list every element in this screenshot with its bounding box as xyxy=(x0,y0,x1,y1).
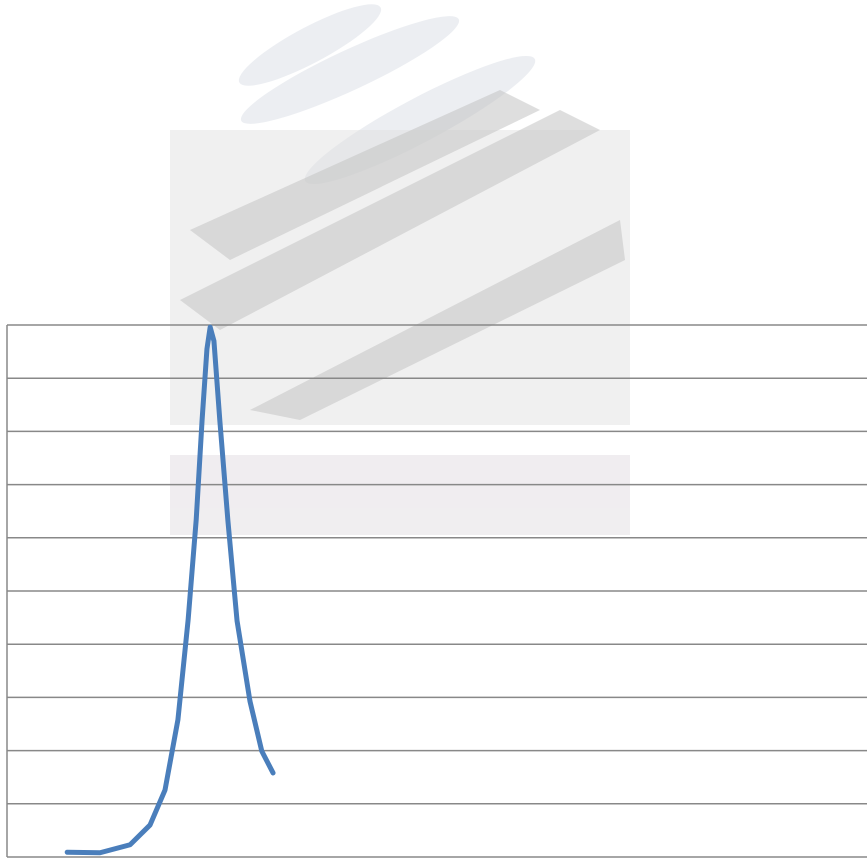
data-line xyxy=(64,324,276,856)
watermark xyxy=(170,4,630,535)
